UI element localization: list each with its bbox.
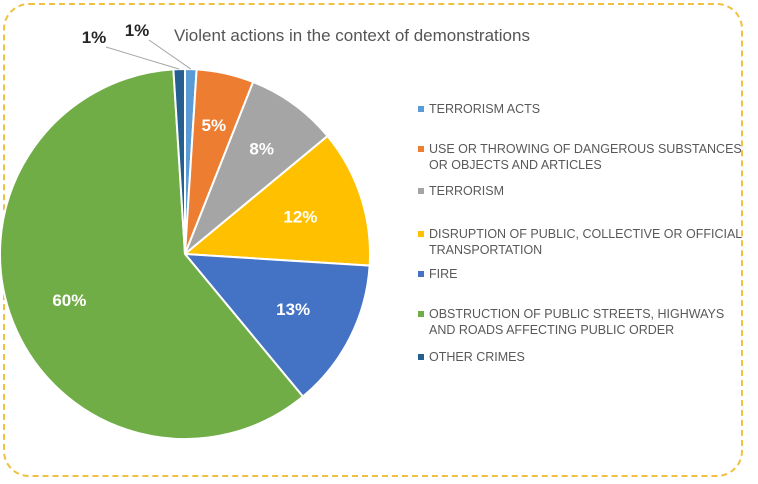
- data-label-fire: 13%: [276, 300, 310, 319]
- legend-swatch: [418, 146, 424, 152]
- legend-swatch: [418, 271, 424, 277]
- data-label-disruption-of-public-collective-or-official-transportation: 12%: [283, 208, 317, 227]
- legend-item-fire: FIRE: [418, 266, 457, 282]
- legend-swatch: [418, 106, 424, 112]
- leader-line-other-crimes: [105, 46, 180, 70]
- pie-slice-terrorism: [184, 80, 329, 255]
- legend-label: OTHER CRIMES: [429, 350, 525, 364]
- legend-label: TERRORISM ACTS: [429, 102, 541, 116]
- legend-swatch: [418, 354, 424, 360]
- legend-label: FIRE: [429, 267, 458, 281]
- legend-label: OBSTRUCTION OF PUBLIC STREETS, HIGHWAYS …: [429, 307, 725, 337]
- pie-slice-obstruction-of-public-streets-highways-and-roads-affecting-public-order: [0, 68, 305, 440]
- leader-line-terrorism-acts: [148, 39, 192, 70]
- chart-title: Violent actions in the context of demons…: [174, 26, 530, 45]
- legend-swatch: [418, 231, 424, 237]
- data-label-terrorism-acts: 1%: [125, 21, 150, 40]
- legend-label: TERRORISM: [429, 184, 504, 198]
- legend-item-terrorism: TERRORISM: [418, 183, 504, 199]
- legend-item-use-or-throwing-of-dangerous-substances-or-objects-and-articles: USE OR THROWING OF DANGEROUS SUBSTANCES …: [418, 141, 748, 173]
- data-label-use-or-throwing-of-dangerous-substances-or-objects-and-articles: 5%: [202, 116, 227, 135]
- legend-label: DISRUPTION OF PUBLIC, COLLECTIVE OR OFFI…: [429, 227, 742, 257]
- legend-item-terrorism-acts: TERRORISM ACTS: [418, 101, 540, 117]
- data-label-terrorism: 8%: [249, 139, 274, 158]
- legend-swatch: [418, 311, 424, 317]
- data-label-other-crimes: 1%: [82, 28, 107, 47]
- legend-item-other-crimes: OTHER CRIMES: [418, 349, 525, 365]
- legend-label: USE OR THROWING OF DANGEROUS SUBSTANCES …: [429, 142, 742, 172]
- data-label-obstruction-of-public-streets-highways-and-roads-affecting-public-order: 60%: [52, 291, 86, 310]
- pie-slice-fire: [182, 252, 371, 398]
- legend-swatch: [418, 188, 424, 194]
- pie-slice-disruption-of-public-collective-or-official-transportation: [182, 134, 371, 267]
- legend-item-disruption-of-public-collective-or-official-transportation: DISRUPTION OF PUBLIC, COLLECTIVE OR OFFI…: [418, 226, 748, 258]
- legend-item-obstruction-of-public-streets-highways-and-roads-affecting-public-order: OBSTRUCTION OF PUBLIC STREETS, HIGHWAYS …: [418, 306, 748, 338]
